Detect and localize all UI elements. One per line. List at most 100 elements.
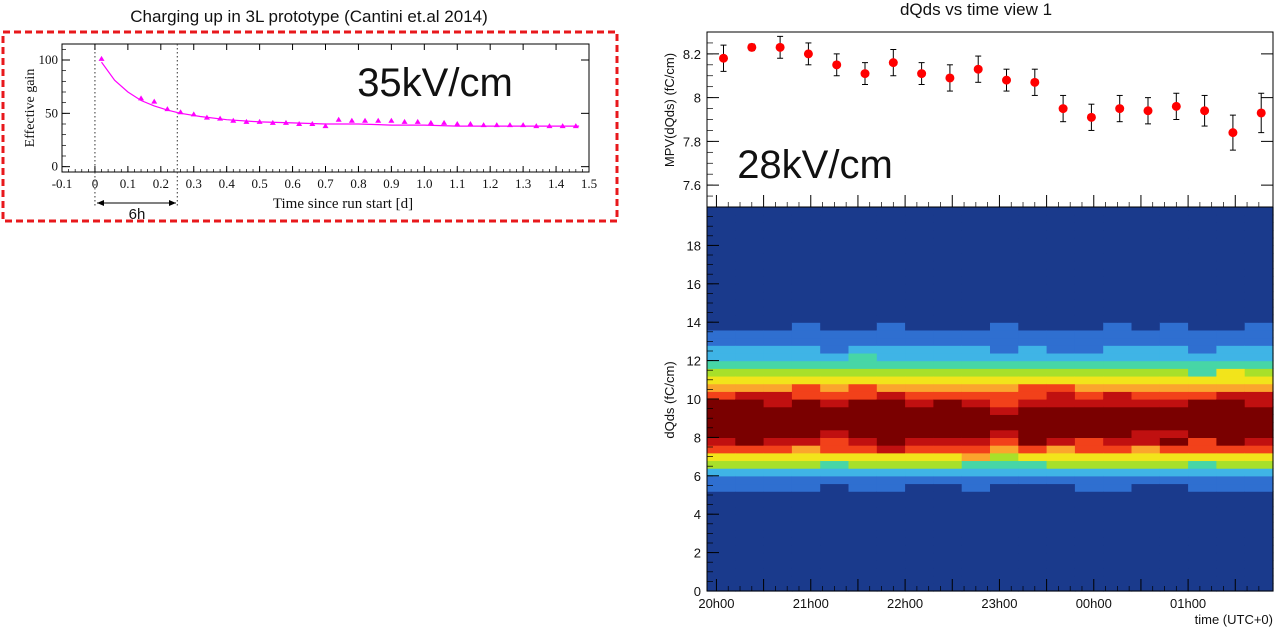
heatmap-cell xyxy=(1103,352,1133,362)
heatmap-cell xyxy=(961,291,991,300)
heatmap-cell xyxy=(1159,345,1189,354)
heatmap-cell xyxy=(1046,498,1076,508)
heatmap-cell xyxy=(791,422,821,431)
heatmap-cell xyxy=(1216,468,1246,477)
heatmap-cell xyxy=(791,445,821,454)
heatmap-cell xyxy=(1216,514,1246,523)
heatmap-cell xyxy=(707,514,736,523)
heatmap-cell xyxy=(933,329,963,339)
heatmap-cell xyxy=(905,230,934,239)
heatmap-cell xyxy=(1244,207,1274,216)
heatmap-cell xyxy=(735,260,765,270)
heatmap-cell xyxy=(1216,544,1246,554)
heatmap-cell xyxy=(1018,322,1048,331)
heatmap-cell xyxy=(1046,237,1076,246)
heatmap-cell xyxy=(848,214,878,223)
heatmap-cell xyxy=(707,583,736,592)
heatmap-cell xyxy=(1103,506,1133,515)
heatmap-cell xyxy=(707,375,736,385)
heatmap-cell xyxy=(707,475,736,485)
heatmap-cell xyxy=(990,575,1019,584)
interval-label: 6h xyxy=(129,206,146,223)
heatmap-cell xyxy=(707,314,736,323)
heatmap-cell xyxy=(1188,414,1217,423)
heatmap-cell xyxy=(763,230,793,239)
heatmap-cell xyxy=(1074,207,1104,216)
heatmap-cell xyxy=(990,560,1019,569)
heatmap-cell xyxy=(707,322,736,331)
heatmap-cell xyxy=(933,245,963,254)
heatmap-cell xyxy=(1074,567,1104,577)
heatmap-cell xyxy=(1103,529,1133,538)
heatmap-cell xyxy=(1216,368,1246,377)
heat-x-axis-label: time (UTC+0) xyxy=(1195,612,1273,627)
heatmap-cell xyxy=(1103,475,1133,485)
heatmap-cell xyxy=(1188,506,1217,515)
heatmap-cell xyxy=(1131,222,1161,231)
heatmap-cell xyxy=(1131,537,1161,546)
heatmap-cell xyxy=(961,237,991,246)
heatmap-cell xyxy=(905,406,934,415)
heatmap-cell xyxy=(876,468,906,477)
heatmap-cell xyxy=(1103,230,1133,239)
heatmap-cell xyxy=(1216,260,1246,270)
heatmap-cell xyxy=(820,214,850,223)
heatmap-cell xyxy=(1159,429,1189,438)
heatmap-cell xyxy=(735,521,765,531)
heatmap-cell xyxy=(735,506,765,515)
heatmap-cell xyxy=(961,253,991,262)
heatmap-cell xyxy=(791,329,821,339)
heatmap-cell xyxy=(820,445,850,454)
heatmap-cell xyxy=(791,352,821,362)
heatmap-cell xyxy=(763,452,793,462)
heatmap-cell xyxy=(1074,452,1104,462)
heatmap-cell xyxy=(876,245,906,254)
heatmap-cell xyxy=(1046,445,1076,454)
heatmap-cell xyxy=(1188,399,1217,408)
heatmap-cell xyxy=(820,422,850,431)
heatmap-cell xyxy=(905,352,934,362)
heatmap-cell xyxy=(735,399,765,408)
left-title: Charging up in 3L prototype (Cantini et.… xyxy=(130,7,488,26)
heatmap-cell xyxy=(933,222,963,231)
heatmap-cell xyxy=(707,414,736,423)
heatmap-cell xyxy=(1103,383,1133,392)
heatmap-cell xyxy=(1103,329,1133,339)
heat-x-tick-label: 20h00 xyxy=(698,596,734,611)
heatmap-cell xyxy=(1188,537,1217,546)
heatmap-cell xyxy=(876,299,906,308)
heatmap-cell xyxy=(820,391,850,400)
heatmap-cell xyxy=(1046,276,1076,285)
heatmap-cell xyxy=(1074,529,1104,538)
heatmap-cell xyxy=(1018,445,1048,454)
heatmap-cell xyxy=(1188,260,1217,270)
heatmap-cell xyxy=(1188,214,1217,223)
heatmap-cell xyxy=(763,445,793,454)
heatmap-cell xyxy=(1103,414,1133,423)
heatmap-cell xyxy=(1159,529,1189,538)
heatmap-cell xyxy=(905,491,934,500)
heatmap-cell xyxy=(1244,260,1274,270)
heatmap-cell xyxy=(1216,560,1246,569)
heatmap-cell xyxy=(1046,283,1076,293)
heatmap-cell xyxy=(1018,391,1048,400)
left-y-tick-label: 0 xyxy=(52,159,59,174)
heatmap-cell xyxy=(848,375,878,385)
heatmap-cell xyxy=(961,437,991,446)
heatmap-cell xyxy=(791,368,821,377)
heatmap-cell xyxy=(735,276,765,285)
heatmap-cell xyxy=(1131,452,1161,462)
mpv-data-point xyxy=(1171,101,1181,111)
heatmap-cell xyxy=(990,399,1019,408)
heatmap-cell xyxy=(820,452,850,462)
heatmap-cell xyxy=(707,222,736,231)
heatmap-cell xyxy=(820,506,850,515)
heatmap-cell xyxy=(1188,406,1217,415)
heatmap-cell xyxy=(707,352,736,362)
heatmap-cell xyxy=(1244,567,1274,577)
heatmap-cell xyxy=(933,276,963,285)
heatmap-cell xyxy=(1074,214,1104,223)
heatmap-cell xyxy=(990,406,1019,415)
heatmap-cell xyxy=(1159,253,1189,262)
heatmap-cell xyxy=(1018,468,1048,477)
